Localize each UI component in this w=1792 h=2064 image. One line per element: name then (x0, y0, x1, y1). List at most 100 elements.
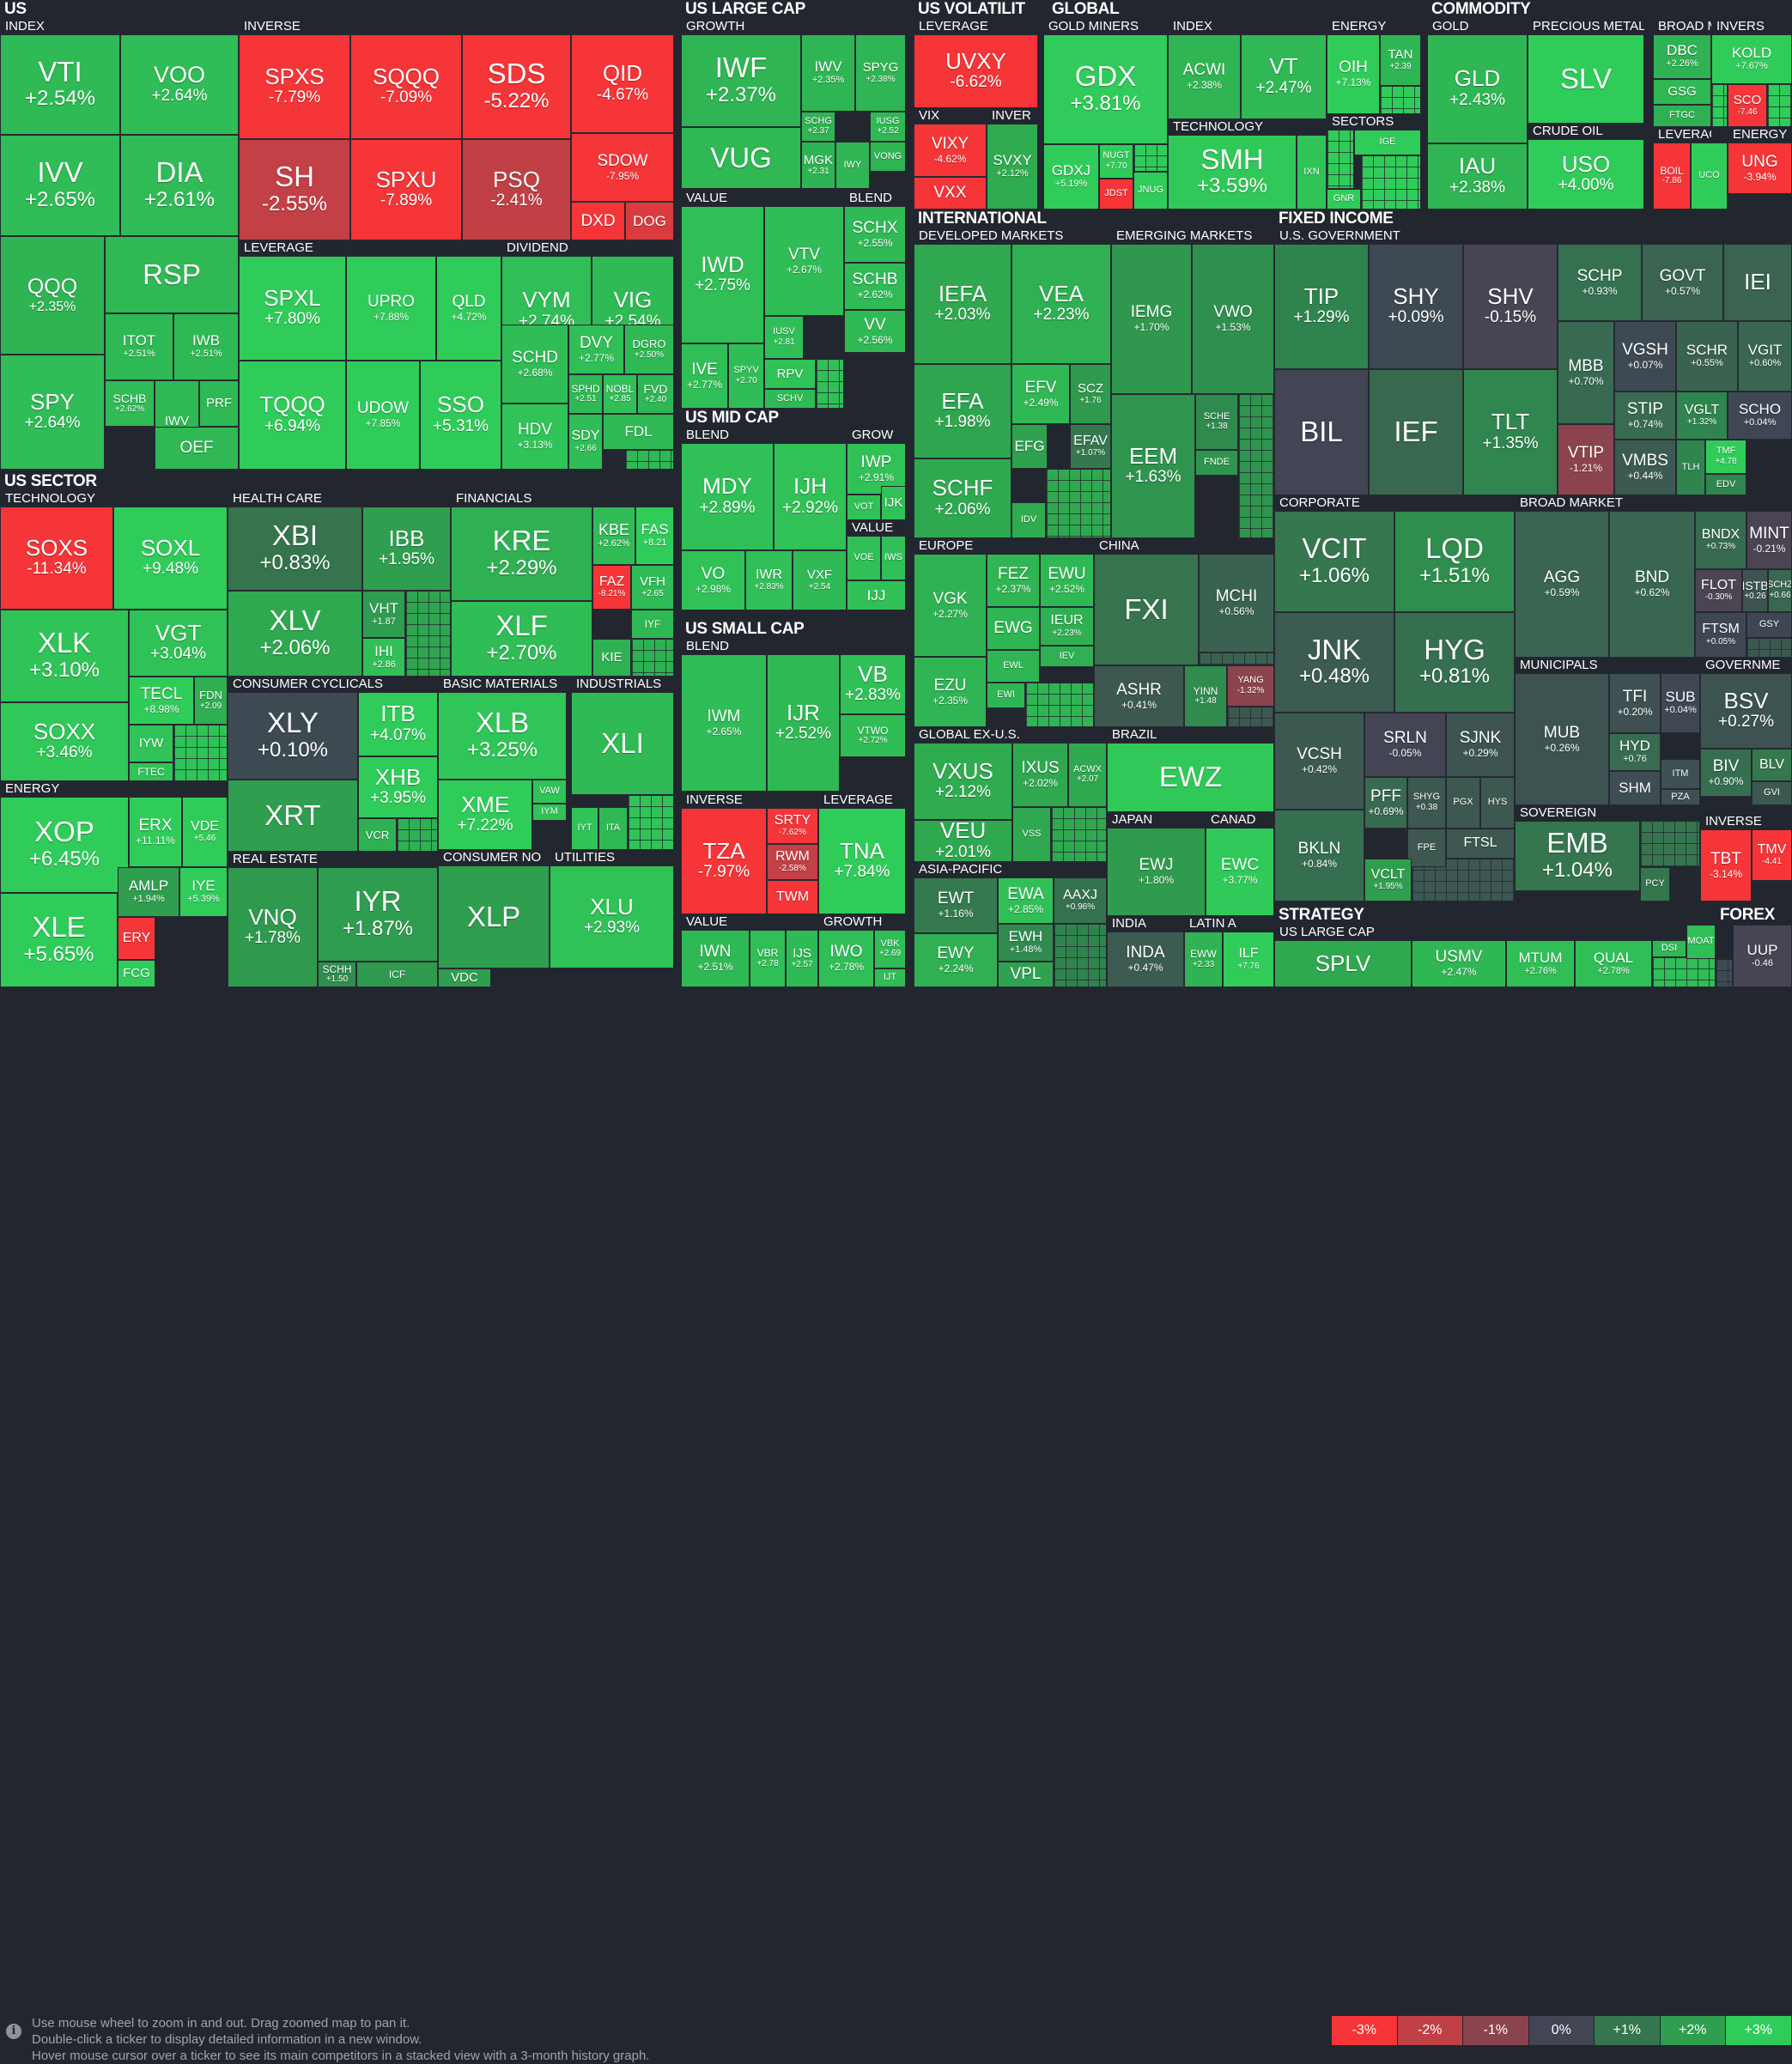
ticker-tile-ivv[interactable]: IVV +2.65% (0, 135, 120, 236)
ticker-tile-vxus[interactable]: VXUS +2.12% (914, 743, 1012, 820)
ticker-tile-iyw[interactable]: IYW (129, 725, 173, 762)
ticker-tile-xrt[interactable]: XRT (228, 780, 358, 852)
ticker-tile-sqqq[interactable]: SQQQ -7.09% (350, 34, 462, 139)
ticker-tile-gdxj[interactable]: GDXJ +5.19% (1043, 144, 1099, 209)
ticker-tile-ery[interactable]: ERY (118, 917, 155, 960)
ticker-tile-smh[interactable]: SMH +3.59% (1168, 135, 1297, 209)
ticker-tile-sche[interactable]: SCHE +1.38 (1195, 394, 1238, 450)
ticker-tile-xme[interactable]: XME +7.22% (438, 780, 532, 850)
ticker-tile-inda[interactable]: INDA +0.47% (1107, 932, 1184, 987)
ticker-tile-mbb[interactable]: MBB +0.70% (1558, 321, 1614, 424)
ticker-tile-ive[interactable]: IVE +2.77% (681, 343, 728, 409)
ticker-tile-vclt[interactable]: VCLT +1.95% (1364, 859, 1412, 901)
ticker-tile-shyg[interactable]: SHYG +0.38 (1407, 777, 1446, 829)
ticker-tile-sphd[interactable]: SPHD +2.51 (568, 374, 603, 414)
ticker-tile-spxu[interactable]: SPXU -7.89% (350, 139, 462, 240)
ticker-tile-oef[interactable]: OEF (155, 427, 239, 470)
small-ticker-cluster[interactable] (1746, 638, 1792, 658)
ticker-tile-sco[interactable]: SCO -7.46 (1728, 84, 1767, 127)
ticker-tile-srln[interactable]: SRLN -0.05% (1364, 713, 1446, 777)
ticker-tile-ung[interactable]: UNG -3.94% (1728, 143, 1792, 194)
ticker-tile-vixy[interactable]: VIXY -4.62% (914, 124, 987, 177)
ticker-tile-ixus[interactable]: IXUS +2.02% (1012, 743, 1068, 807)
ticker-tile-iwm[interactable]: IWM +2.65% (681, 654, 767, 792)
ticker-tile-vgit[interactable]: VGIT +0.60% (1738, 321, 1792, 392)
ticker-tile-mint[interactable]: MINT -0.21% (1746, 511, 1792, 569)
ticker-tile-xlv[interactable]: XLV +2.06% (228, 591, 362, 677)
ticker-tile-vfh[interactable]: VFH +2.65 (631, 565, 674, 610)
ticker-tile-yinn[interactable]: YINN +1.48 (1184, 665, 1227, 727)
ticker-tile-scz[interactable]: SCZ +1.76 (1070, 364, 1111, 424)
ticker-tile-ewz[interactable]: EWZ (1107, 743, 1274, 812)
ticker-tile-tip[interactable]: TIP +1.29% (1274, 244, 1369, 369)
ticker-tile-usmv[interactable]: USMV +2.47% (1412, 940, 1506, 987)
ticker-tile-xhb[interactable]: XHB +3.95% (358, 756, 438, 818)
ticker-tile-spyv[interactable]: SPYV +2.70 (728, 343, 764, 409)
small-ticker-cluster[interactable] (405, 591, 451, 677)
ticker-tile-iwv[interactable]: IWV +2.35% (801, 34, 855, 112)
ticker-tile-vde[interactable]: VDE +5.46 (182, 797, 228, 867)
ticker-tile-tlt[interactable]: TLT +1.35% (1463, 369, 1558, 495)
small-ticker-cluster[interactable] (631, 639, 674, 677)
ticker-tile-spyg[interactable]: SPYG +2.38% (855, 34, 906, 112)
ticker-tile-ftec[interactable]: FTEC (129, 762, 173, 781)
ticker-tile-bndx[interactable]: BNDX +0.73% (1695, 511, 1746, 569)
ticker-tile-ewy[interactable]: EWY +2.24% (914, 933, 998, 987)
ticker-tile-fas[interactable]: FAS +8.21 (635, 507, 674, 565)
ticker-tile-ewt[interactable]: EWT +1.16% (914, 877, 998, 933)
ticker-tile-acwi[interactable]: ACWI +2.38% (1168, 34, 1241, 119)
ticker-tile-bil[interactable]: BIL (1274, 369, 1369, 495)
ticker-tile-fxi[interactable]: FXI (1094, 554, 1199, 665)
ticker-tile-iei[interactable]: IEI (1723, 244, 1792, 321)
ticker-tile-shy[interactable]: SHY +0.09% (1369, 244, 1463, 369)
ticker-tile-erx[interactable]: ERX +11.11% (129, 797, 182, 867)
ticker-tile-vo[interactable]: VO +2.98% (681, 550, 745, 610)
ticker-tile-govt[interactable]: GOVT +0.57% (1642, 244, 1723, 321)
ticker-tile-dxd[interactable]: DXD (571, 202, 625, 240)
ticker-tile-ijr[interactable]: IJR +2.52% (767, 654, 840, 792)
ticker-tile-dvy[interactable]: DVY +2.77% (568, 325, 624, 374)
ticker-tile-mchi[interactable]: MCHI +0.56% (1199, 554, 1274, 653)
ticker-tile-sso[interactable]: SSO +5.31% (420, 361, 501, 470)
ticker-tile-bsv[interactable]: BSV +0.27% (1700, 673, 1792, 749)
ticker-tile-mdy[interactable]: MDY +2.89% (681, 443, 774, 550)
ticker-tile-sdow[interactable]: SDOW -7.95% (571, 133, 674, 202)
ticker-tile-schp[interactable]: SCHP +0.93% (1558, 244, 1642, 321)
ticker-tile-eem[interactable]: EEM +1.63% (1111, 394, 1195, 538)
ticker-tile-vbk[interactable]: VBK +2.69 (874, 930, 906, 968)
small-ticker-cluster[interactable] (625, 450, 674, 470)
ticker-tile-efv[interactable]: EFV +2.49% (1011, 364, 1070, 424)
small-ticker-cluster[interactable] (1199, 653, 1274, 665)
ticker-tile-ita[interactable]: ITA (598, 807, 628, 850)
ticker-tile-sdy[interactable]: SDY +2.66 (568, 414, 603, 470)
ticker-tile-shm[interactable]: SHM (1609, 771, 1661, 805)
ticker-tile-hyd[interactable]: HYD +0.76 (1609, 733, 1661, 771)
ticker-tile-qual[interactable]: QUAL +2.78% (1575, 940, 1652, 987)
small-ticker-cluster[interactable] (1767, 84, 1792, 127)
ticker-tile-ezu[interactable]: EZU +2.35% (914, 657, 987, 727)
ticker-tile-jdst[interactable]: JDST (1099, 179, 1133, 209)
ticker-tile-schx[interactable]: SCHX +2.55% (844, 206, 906, 263)
ticker-tile-ftsm[interactable]: FTSM +0.05% (1695, 612, 1746, 658)
ticker-tile-vcit[interactable]: VCIT +1.06% (1274, 511, 1394, 612)
ticker-tile-vug[interactable]: VUG (681, 127, 801, 189)
small-ticker-cluster[interactable] (1711, 84, 1728, 127)
ticker-tile-acwx[interactable]: ACWX +2.07 (1068, 743, 1107, 807)
ticker-tile-udow[interactable]: UDOW +7.85% (346, 361, 420, 470)
ticker-tile-yang[interactable]: YANG -1.32% (1227, 665, 1274, 707)
ticker-tile-jnk[interactable]: JNK +0.48% (1274, 612, 1394, 713)
ticker-tile-soxx[interactable]: SOXX +3.46% (0, 702, 129, 781)
ticker-tile-ewi[interactable]: EWI (987, 683, 1025, 708)
small-ticker-cluster[interactable] (628, 795, 674, 850)
ticker-tile-kold[interactable]: KOLD +7.67% (1711, 34, 1792, 84)
ticker-tile-veu[interactable]: VEU +2.01% (914, 820, 1012, 862)
ticker-tile-vht[interactable]: VHT +1.87 (362, 591, 405, 638)
small-ticker-cluster[interactable] (1327, 130, 1354, 189)
ticker-tile-iyt[interactable]: IYT (571, 807, 598, 850)
ticker-tile-spxl[interactable]: SPXL +7.80% (239, 256, 346, 361)
ticker-tile-itot[interactable]: ITOT +2.51% (105, 313, 173, 380)
ticker-tile-vtv[interactable]: VTV +2.67% (764, 206, 844, 316)
small-ticker-cluster[interactable] (1238, 394, 1274, 538)
ticker-tile-xle[interactable]: XLE +5.65% (0, 893, 118, 987)
ticker-tile-lqd[interactable]: LQD +1.51% (1394, 511, 1515, 612)
